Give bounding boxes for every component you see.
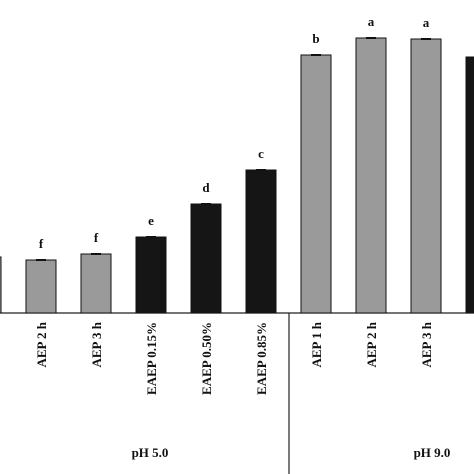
- x-tick-label: AEP 2 h: [34, 321, 49, 367]
- bar: [300, 54, 332, 314]
- x-tick-label: AEP 3 h: [89, 321, 104, 367]
- significance-letter: f: [94, 230, 99, 245]
- x-tick-label: EAEP 0.85%: [254, 322, 269, 395]
- bar: [0, 256, 2, 314]
- x-tick-label: AEP 3 h: [419, 321, 434, 367]
- group-label: pH 9.0: [414, 445, 451, 460]
- bar: [190, 203, 222, 314]
- significance-letter: c: [258, 146, 264, 161]
- bar: [25, 259, 57, 314]
- bar: [355, 37, 387, 314]
- significance-letter: a: [368, 14, 375, 29]
- group-label: pH 5.0: [132, 445, 169, 460]
- significance-letter: a: [423, 15, 430, 30]
- bar: [135, 236, 167, 314]
- x-tick-label: EAEP 0.15%: [144, 322, 159, 395]
- bar: [245, 169, 277, 314]
- significance-letter: e: [148, 213, 154, 228]
- x-tick-label: AEP 1 h: [309, 321, 324, 367]
- significance-letter: d: [202, 180, 210, 195]
- significance-letter: f: [39, 236, 44, 251]
- x-tick-label: EAEP 0.50%: [199, 322, 214, 395]
- bar: [465, 56, 474, 314]
- significance-letter: b: [312, 31, 319, 46]
- x-tick-label: AEP 2 h: [364, 321, 379, 367]
- bar: [410, 38, 442, 314]
- bar: [80, 253, 112, 314]
